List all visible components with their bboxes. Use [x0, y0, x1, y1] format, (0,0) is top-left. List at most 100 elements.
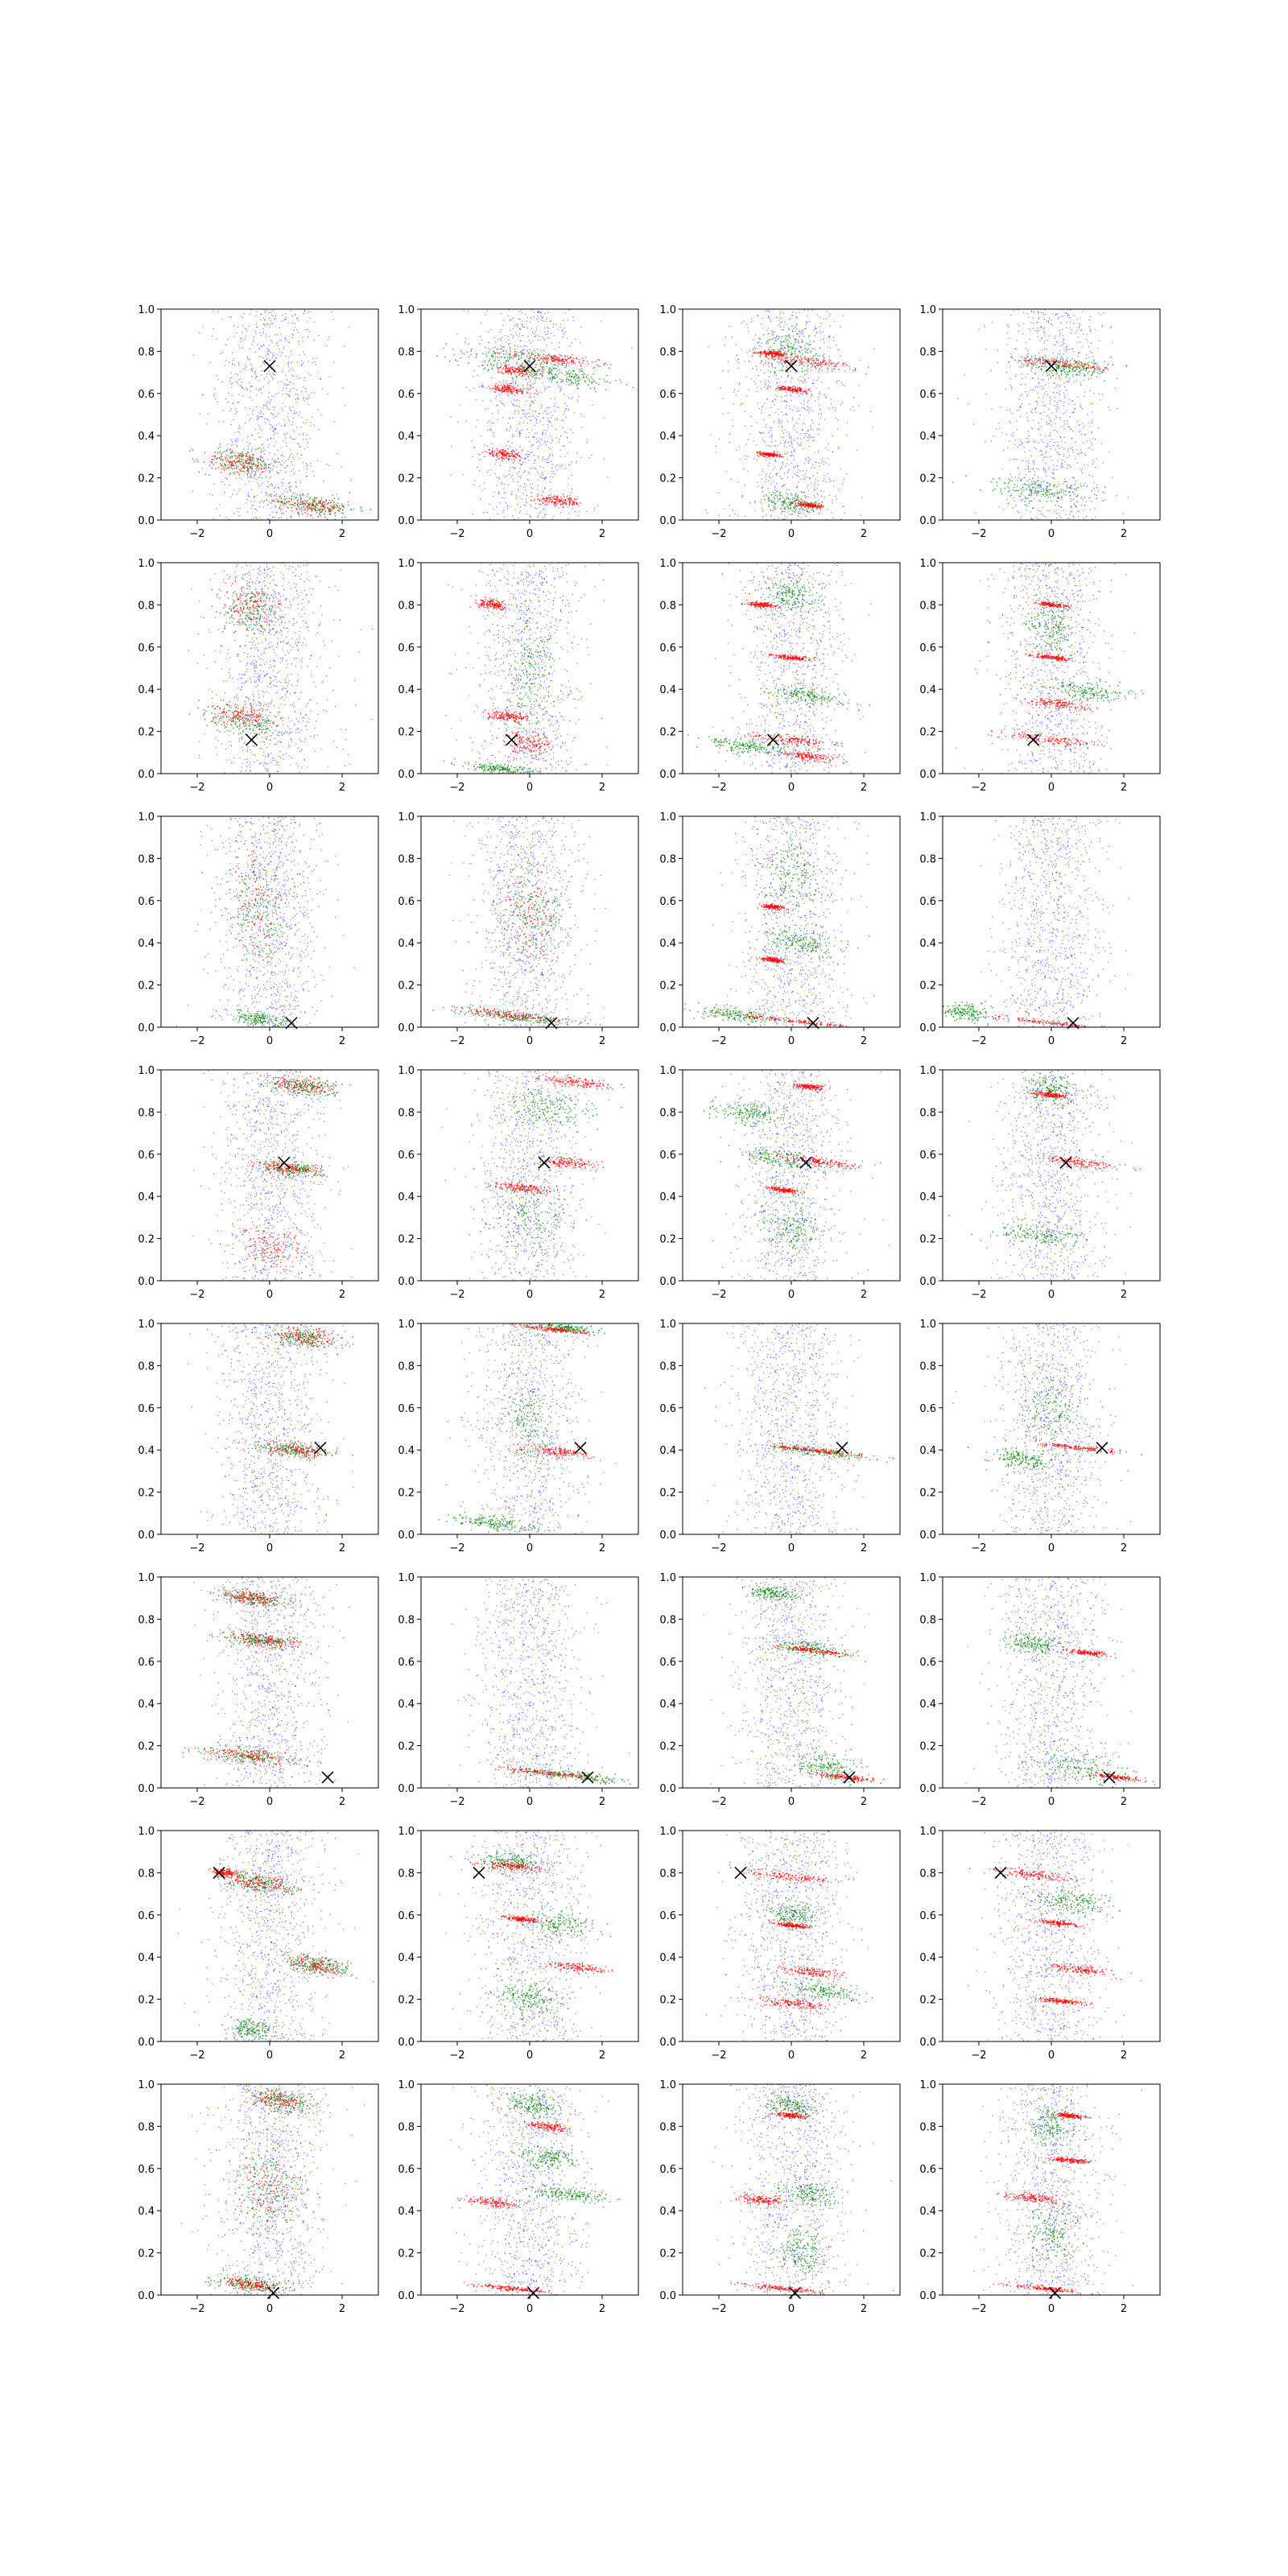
point — [790, 363, 791, 365]
point — [540, 511, 542, 513]
point — [303, 500, 305, 502]
point — [284, 423, 286, 425]
point — [257, 415, 258, 416]
point — [520, 357, 522, 359]
point — [279, 508, 281, 510]
point — [562, 506, 564, 509]
point — [233, 513, 235, 514]
point — [735, 344, 737, 345]
point — [745, 444, 747, 445]
point — [229, 460, 231, 462]
point — [815, 353, 817, 354]
point — [543, 477, 545, 479]
point — [532, 386, 534, 388]
point — [261, 411, 262, 414]
point — [578, 396, 580, 398]
point — [292, 429, 294, 431]
point — [251, 458, 253, 460]
point — [254, 496, 255, 497]
point — [524, 457, 526, 459]
point — [518, 355, 519, 357]
point — [545, 514, 547, 516]
point — [289, 390, 291, 392]
point — [543, 353, 545, 355]
point — [247, 465, 249, 468]
point — [246, 511, 248, 513]
point — [292, 375, 295, 377]
point — [500, 390, 502, 392]
point — [545, 477, 547, 479]
point — [526, 320, 527, 322]
point — [506, 371, 508, 373]
point — [832, 407, 834, 409]
point — [264, 449, 266, 451]
point — [801, 506, 803, 508]
point — [527, 479, 529, 481]
point — [781, 477, 782, 480]
point — [502, 390, 503, 392]
point — [514, 456, 517, 458]
point — [813, 489, 815, 490]
point — [502, 451, 504, 452]
point — [518, 357, 520, 360]
point — [584, 380, 586, 382]
point — [529, 371, 530, 374]
point — [524, 471, 526, 473]
point — [784, 484, 786, 485]
point — [192, 354, 194, 356]
point — [821, 460, 824, 461]
point — [227, 448, 229, 451]
point — [242, 454, 244, 456]
point — [522, 486, 524, 488]
point — [774, 372, 776, 374]
point — [239, 348, 241, 349]
point — [506, 389, 508, 390]
point — [804, 358, 806, 361]
point — [769, 492, 770, 493]
point — [220, 463, 221, 464]
point — [850, 409, 852, 411]
point — [242, 325, 244, 327]
point — [779, 361, 781, 362]
point — [549, 497, 551, 499]
point — [500, 338, 502, 340]
point — [508, 459, 510, 460]
point — [530, 397, 532, 398]
point — [229, 378, 231, 380]
point — [501, 452, 502, 454]
point — [762, 486, 764, 488]
point — [306, 510, 308, 512]
point — [790, 362, 791, 364]
point — [232, 441, 233, 443]
point — [543, 429, 545, 431]
point — [294, 473, 295, 474]
point — [784, 400, 786, 402]
point — [508, 452, 510, 454]
point — [229, 381, 231, 382]
point — [262, 460, 264, 462]
point — [745, 458, 746, 460]
point — [212, 494, 213, 496]
point — [803, 407, 805, 409]
point — [787, 497, 789, 500]
point — [784, 395, 786, 397]
point — [246, 458, 248, 460]
point — [289, 489, 291, 491]
point — [818, 398, 819, 400]
point — [537, 349, 539, 350]
point — [803, 478, 805, 480]
point — [809, 387, 811, 389]
point — [816, 508, 818, 510]
point — [836, 498, 837, 500]
point — [530, 516, 532, 518]
point — [484, 444, 485, 445]
point — [556, 358, 558, 360]
point — [270, 375, 272, 377]
point — [299, 482, 301, 484]
point — [242, 332, 243, 333]
point — [295, 497, 297, 499]
point — [229, 448, 231, 450]
point — [815, 387, 817, 389]
point — [572, 316, 574, 318]
point — [731, 336, 733, 338]
